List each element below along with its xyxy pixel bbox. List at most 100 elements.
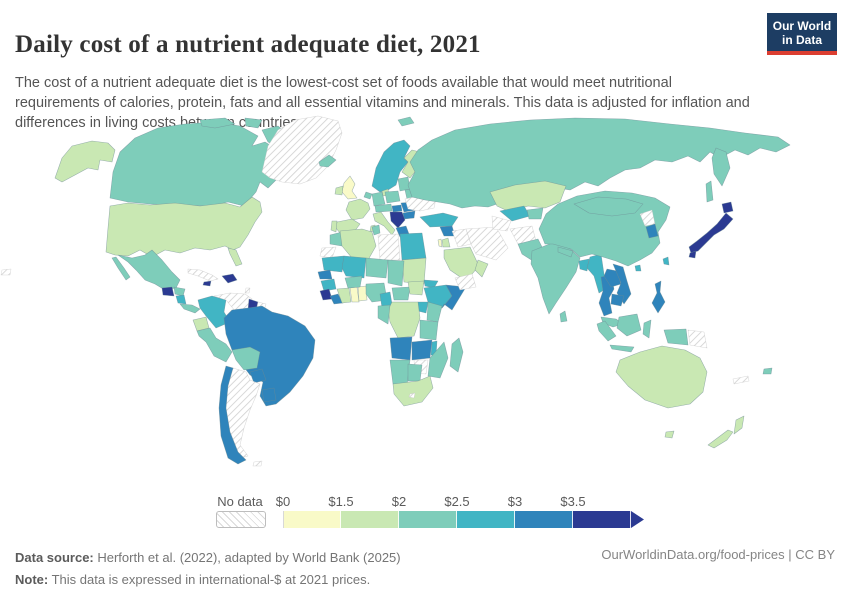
country-honduras[interactable] bbox=[173, 286, 186, 297]
country-gabon-congo[interactable] bbox=[377, 304, 391, 325]
country-madagascar[interactable] bbox=[449, 337, 464, 373]
country-central-african-republic[interactable] bbox=[391, 286, 411, 301]
country-guatemala[interactable] bbox=[161, 286, 175, 297]
country-uruguay[interactable] bbox=[261, 387, 277, 403]
country-mexico[interactable] bbox=[117, 249, 181, 291]
country-indonesia-sulawesi[interactable] bbox=[642, 319, 652, 339]
country-fiji[interactable] bbox=[762, 367, 773, 375]
country-guinea[interactable] bbox=[320, 278, 337, 292]
country-nepal[interactable] bbox=[557, 246, 574, 258]
legend-bin-segment-4[interactable] bbox=[515, 511, 573, 528]
country-costa-rica-panama[interactable] bbox=[179, 303, 201, 314]
country-jordan[interactable] bbox=[441, 237, 451, 248]
country-australia-tasmania[interactable] bbox=[664, 430, 675, 439]
country-israel[interactable] bbox=[437, 238, 443, 248]
country-papua-new-guinea[interactable] bbox=[687, 329, 708, 349]
country-bangladesh[interactable] bbox=[578, 258, 590, 272]
country-tunisia[interactable] bbox=[371, 224, 381, 236]
country-south-korea[interactable] bbox=[645, 223, 659, 239]
country-alaska[interactable] bbox=[54, 140, 116, 183]
country-zambia[interactable] bbox=[411, 339, 433, 361]
country-uk[interactable] bbox=[341, 175, 358, 200]
country-hainan[interactable] bbox=[634, 264, 642, 272]
country-algeria[interactable] bbox=[339, 228, 377, 261]
country-mauritania[interactable] bbox=[321, 255, 345, 273]
country-south-sudan[interactable] bbox=[407, 280, 425, 296]
country-indonesia-sumatra[interactable] bbox=[596, 320, 617, 342]
country-taiwan[interactable] bbox=[662, 256, 670, 266]
country-south-africa[interactable] bbox=[392, 375, 434, 407]
country-vietnam[interactable] bbox=[612, 263, 632, 305]
country-paraguay[interactable] bbox=[249, 368, 267, 384]
country-hispaniola[interactable] bbox=[221, 273, 238, 284]
country-ivory-coast[interactable] bbox=[336, 287, 352, 304]
owid-logo[interactable]: Our World in Data bbox=[767, 13, 837, 55]
legend-bin-segment-3[interactable] bbox=[457, 511, 515, 528]
country-russia-kamchatka[interactable] bbox=[711, 147, 731, 187]
country-czech-austria[interactable] bbox=[374, 203, 393, 213]
legend-no-data[interactable]: No data bbox=[214, 494, 266, 528]
country-mali[interactable] bbox=[341, 255, 367, 279]
country-lesotho[interactable] bbox=[408, 392, 416, 399]
country-iceland[interactable] bbox=[318, 154, 337, 168]
country-drc[interactable] bbox=[387, 301, 421, 339]
country-yemen[interactable] bbox=[454, 273, 477, 291]
country-bulgaria[interactable] bbox=[402, 210, 416, 220]
country-togo-benin[interactable] bbox=[357, 285, 368, 302]
country-chile[interactable] bbox=[218, 365, 247, 465]
country-bolivia[interactable] bbox=[231, 346, 261, 371]
country-tanzania[interactable] bbox=[419, 319, 439, 341]
legend-bin-segment-1[interactable] bbox=[341, 511, 399, 528]
country-peru[interactable] bbox=[196, 327, 233, 363]
country-canada-arctic-2[interactable] bbox=[244, 117, 263, 129]
country-canada-arctic-1[interactable] bbox=[199, 117, 236, 129]
country-burkina-faso[interactable] bbox=[344, 275, 363, 289]
country-turkey[interactable] bbox=[419, 212, 459, 228]
country-western-sahara[interactable] bbox=[319, 246, 337, 259]
country-indonesia-borneo[interactable] bbox=[616, 313, 642, 337]
country-turkmenistan[interactable] bbox=[491, 215, 512, 232]
country-chad[interactable] bbox=[387, 259, 405, 287]
country-usa-florida[interactable] bbox=[227, 247, 243, 267]
country-libya[interactable] bbox=[377, 233, 401, 261]
country-angola[interactable] bbox=[389, 336, 413, 361]
country-hungary[interactable] bbox=[391, 204, 403, 213]
footer-link[interactable]: OurWorldinData.org/food-prices | CC BY bbox=[601, 547, 835, 562]
country-japan-kyushu[interactable] bbox=[688, 250, 697, 259]
legend-bin-segment-5[interactable] bbox=[573, 511, 631, 528]
country-new-zealand-north[interactable] bbox=[733, 415, 745, 435]
legend-bin-segment-2[interactable] bbox=[399, 511, 457, 528]
country-jamaica[interactable] bbox=[202, 280, 212, 287]
country-indonesia-papua[interactable] bbox=[663, 328, 689, 346]
country-cuba[interactable] bbox=[187, 268, 219, 282]
country-mozambique[interactable] bbox=[427, 341, 449, 379]
country-lesser-antilles[interactable] bbox=[244, 287, 251, 294]
country-sierra-leone[interactable] bbox=[319, 288, 333, 301]
country-poland[interactable] bbox=[384, 190, 401, 204]
country-usa[interactable] bbox=[105, 196, 263, 258]
country-balkans[interactable] bbox=[389, 211, 406, 229]
country-russia-sakhalin[interactable] bbox=[705, 180, 714, 203]
country-baltics[interactable] bbox=[397, 176, 411, 192]
legend-bin-segment-0[interactable] bbox=[283, 511, 341, 528]
country-svalbard[interactable] bbox=[397, 116, 415, 127]
country-oman[interactable] bbox=[474, 259, 489, 278]
country-japan-honshu[interactable] bbox=[688, 212, 734, 254]
country-cambodia[interactable] bbox=[610, 293, 625, 307]
country-sri-lanka[interactable] bbox=[559, 310, 568, 323]
country-senegal[interactable] bbox=[317, 269, 333, 280]
country-new-caledonia[interactable] bbox=[732, 375, 750, 385]
country-new-zealand-south[interactable] bbox=[707, 429, 734, 449]
country-saudi-arabia[interactable] bbox=[443, 246, 480, 282]
country-india[interactable] bbox=[530, 242, 581, 315]
country-sudan[interactable] bbox=[401, 257, 427, 285]
country-ireland[interactable] bbox=[334, 185, 344, 196]
country-nicaragua[interactable] bbox=[175, 294, 187, 305]
country-philippines[interactable] bbox=[651, 280, 666, 314]
country-mongolia[interactable] bbox=[573, 196, 644, 217]
country-portugal[interactable] bbox=[330, 220, 338, 233]
country-botswana[interactable] bbox=[407, 363, 423, 382]
country-falkland-islands[interactable] bbox=[252, 460, 263, 467]
country-egypt[interactable] bbox=[399, 232, 427, 261]
country-indonesia-java[interactable] bbox=[609, 344, 635, 353]
